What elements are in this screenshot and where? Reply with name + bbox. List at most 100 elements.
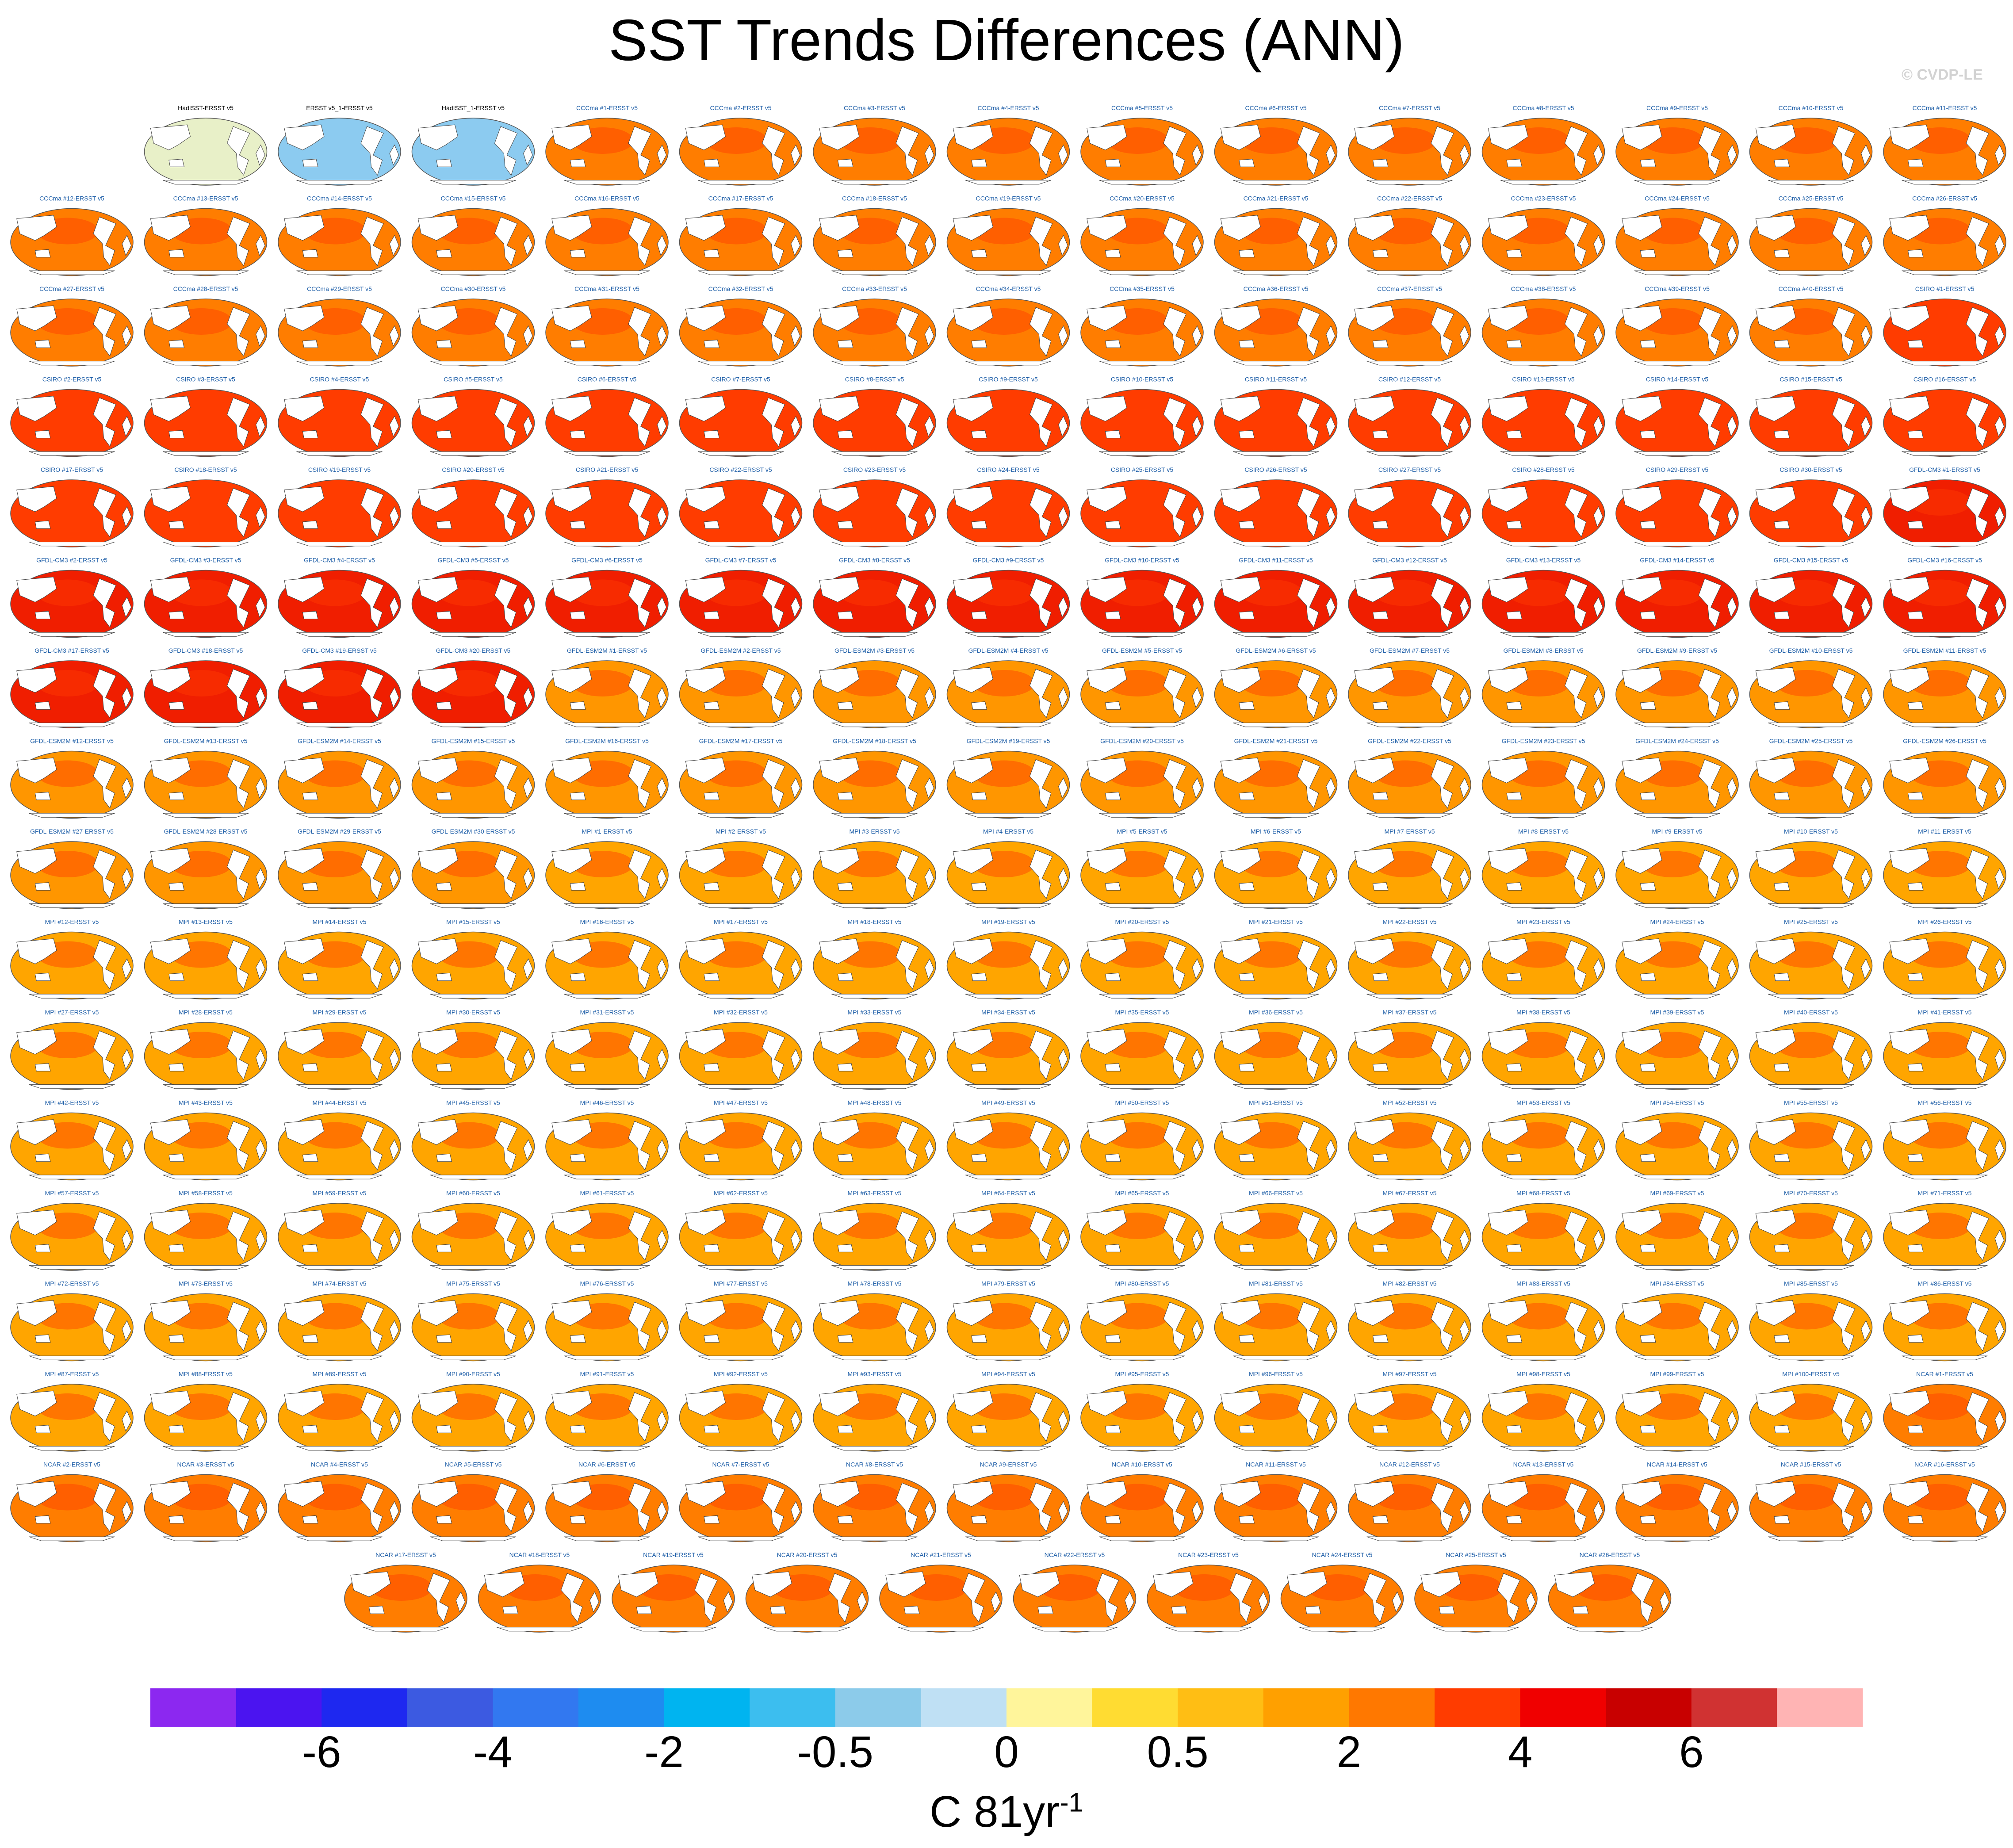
panel-title: MPI #29-ERSST v5 — [313, 1009, 367, 1016]
map-panel: GFDL-CM3 #16-ERSST v5 — [1883, 557, 2006, 638]
panel-title: NCAR #20-ERSST v5 — [777, 1551, 838, 1558]
panel-title: CCCma #6-ERSST v5 — [1245, 104, 1306, 111]
map-land — [819, 124, 934, 185]
map-land — [150, 1029, 265, 1089]
panel-title: GFDL-CM3 #20-ERSST v5 — [436, 647, 511, 654]
map-panel: CCCma #11-ERSST v5 — [1883, 104, 2006, 186]
colorbar-tick-label: 4 — [1508, 1727, 1533, 1777]
panel-title: NCAR #5-ERSST v5 — [445, 1461, 502, 1468]
map-panel: MPI #27-ERSST v5 — [10, 1009, 134, 1090]
panel-title: GFDL-CM3 #2-ERSST v5 — [36, 557, 107, 564]
map-land — [819, 1029, 934, 1089]
map-panel: MPI #15-ERSST v5 — [411, 918, 535, 1000]
map-land — [1220, 1300, 1336, 1360]
map-land — [551, 848, 667, 908]
map-panel: NCAR #13-ERSST v5 — [1481, 1461, 1605, 1542]
map-panel: MPI #30-ERSST v5 — [411, 1009, 535, 1090]
map-panel: GFDL-ESM2M #13-ERSST v5 — [144, 738, 268, 819]
panel-title: CSIRO #11-ERSST v5 — [1245, 376, 1307, 383]
map-panel: MPI #38-ERSST v5 — [1481, 1009, 1605, 1090]
panel-title: CSIRO #17-ERSST v5 — [41, 466, 103, 473]
chart-title: SST Trends Differences (ANN) — [608, 8, 1405, 73]
panel-title: GFDL-CM3 #1-ERSST v5 — [1909, 466, 1980, 473]
panel-title: MPI #73-ERSST v5 — [179, 1280, 233, 1287]
colorbar-swatch — [1691, 1688, 1777, 1727]
map-land — [1889, 938, 2005, 999]
panel-title: NCAR #18-ERSST v5 — [509, 1551, 570, 1558]
map-land — [284, 1209, 399, 1270]
panel-title: CSIRO #13-ERSST v5 — [1512, 376, 1575, 383]
panel-title: CCCma #9-ERSST v5 — [1646, 104, 1708, 111]
map-land — [685, 305, 800, 366]
map-panel: MPI #37-ERSST v5 — [1348, 1009, 1471, 1090]
map-land — [350, 1571, 466, 1632]
map-panel: GFDL-ESM2M #27-ERSST v5 — [10, 828, 134, 909]
map-panel: CCCma #29-ERSST v5 — [278, 285, 401, 367]
map-land — [1889, 1481, 2005, 1541]
map-panel: GFDL-CM3 #8-ERSST v5 — [813, 557, 936, 638]
map-panel: CCCma #35-ERSST v5 — [1080, 285, 1204, 367]
panel-title: MPI #77-ERSST v5 — [714, 1280, 768, 1287]
map-land — [16, 1300, 132, 1360]
map-panel: GFDL-ESM2M #15-ERSST v5 — [411, 738, 535, 819]
panel-title: MPI #31-ERSST v5 — [580, 1009, 634, 1016]
map-land — [1755, 1029, 1871, 1089]
map-panel: MPI #77-ERSST v5 — [679, 1280, 803, 1362]
panel-title: MPI #66-ERSST v5 — [1249, 1190, 1303, 1197]
map-land — [685, 1481, 800, 1541]
panel-title: CSIRO #29-ERSST v5 — [1646, 466, 1709, 473]
map-panel: MPI #14-ERSST v5 — [278, 918, 401, 1000]
map-panel: NCAR #7-ERSST v5 — [679, 1461, 803, 1542]
map-land — [685, 848, 800, 908]
panel-title: CSIRO #3-ERSST v5 — [176, 376, 235, 383]
map-land — [685, 396, 800, 456]
map-panel: CSIRO #4-ERSST v5 — [278, 376, 401, 457]
map-land — [417, 938, 533, 999]
panel-title: MPI #60-ERSST v5 — [446, 1190, 500, 1197]
map-panel: GFDL-ESM2M #16-ERSST v5 — [545, 738, 669, 819]
map-land — [1220, 486, 1336, 547]
panel-title: NCAR #9-ERSST v5 — [980, 1461, 1037, 1468]
panel-title: CCCma #37-ERSST v5 — [1377, 285, 1442, 292]
map-land — [685, 1209, 800, 1270]
map-land — [551, 938, 667, 999]
panel-title: CCCma #30-ERSST v5 — [441, 285, 506, 292]
map-land — [417, 124, 533, 185]
map-panel: MPI #8-ERSST v5 — [1481, 828, 1605, 909]
map-land — [551, 215, 667, 275]
map-land — [150, 396, 265, 456]
map-land — [953, 486, 1068, 547]
panel-title: NCAR #15-ERSST v5 — [1781, 1461, 1841, 1468]
map-panel: MPI #6-ERSST v5 — [1214, 828, 1338, 909]
map-land — [1622, 938, 1737, 999]
panel-title: GFDL-ESM2M #28-ERSST v5 — [164, 828, 248, 835]
map-land — [417, 667, 533, 727]
colorbar-tick-label: 0 — [994, 1727, 1019, 1777]
panel-title: CCCma #35-ERSST v5 — [1110, 285, 1175, 292]
panel-title: MPI #62-ERSST v5 — [714, 1190, 768, 1197]
map-panel: NCAR #22-ERSST v5 — [1013, 1551, 1137, 1633]
map-land — [551, 124, 667, 185]
map-panel: CSIRO #14-ERSST v5 — [1615, 376, 1739, 457]
panel-title: MPI #53-ERSST v5 — [1516, 1099, 1570, 1106]
panel-title: CCCma #32-ERSST v5 — [708, 285, 773, 292]
map-panel: CCCma #18-ERSST v5 — [813, 195, 936, 276]
map-land — [16, 486, 132, 547]
panel-title: MPI #70-ERSST v5 — [1784, 1190, 1838, 1197]
map-land — [1420, 1571, 1536, 1632]
panel-title: GFDL-ESM2M #21-ERSST v5 — [1234, 738, 1318, 745]
panel-title: CSIRO #28-ERSST v5 — [1512, 466, 1575, 473]
map-land — [1087, 938, 1202, 999]
map-panel: NCAR #21-ERSST v5 — [879, 1551, 1003, 1633]
map-land — [953, 938, 1068, 999]
panel-title: CCCma #13-ERSST v5 — [173, 195, 238, 202]
colorbar-swatch — [1520, 1688, 1606, 1727]
map-land — [1488, 577, 1603, 637]
panel-title: NCAR #22-ERSST v5 — [1045, 1551, 1105, 1558]
map-land — [284, 848, 399, 908]
panel-title: GFDL-ESM2M #19-ERSST v5 — [967, 738, 1050, 745]
map-panel: CSIRO #18-ERSST v5 — [144, 466, 268, 547]
map-land — [685, 758, 800, 818]
map-panel: MPI #93-ERSST v5 — [813, 1370, 936, 1452]
panel-title: MPI #20-ERSST v5 — [1115, 918, 1169, 926]
